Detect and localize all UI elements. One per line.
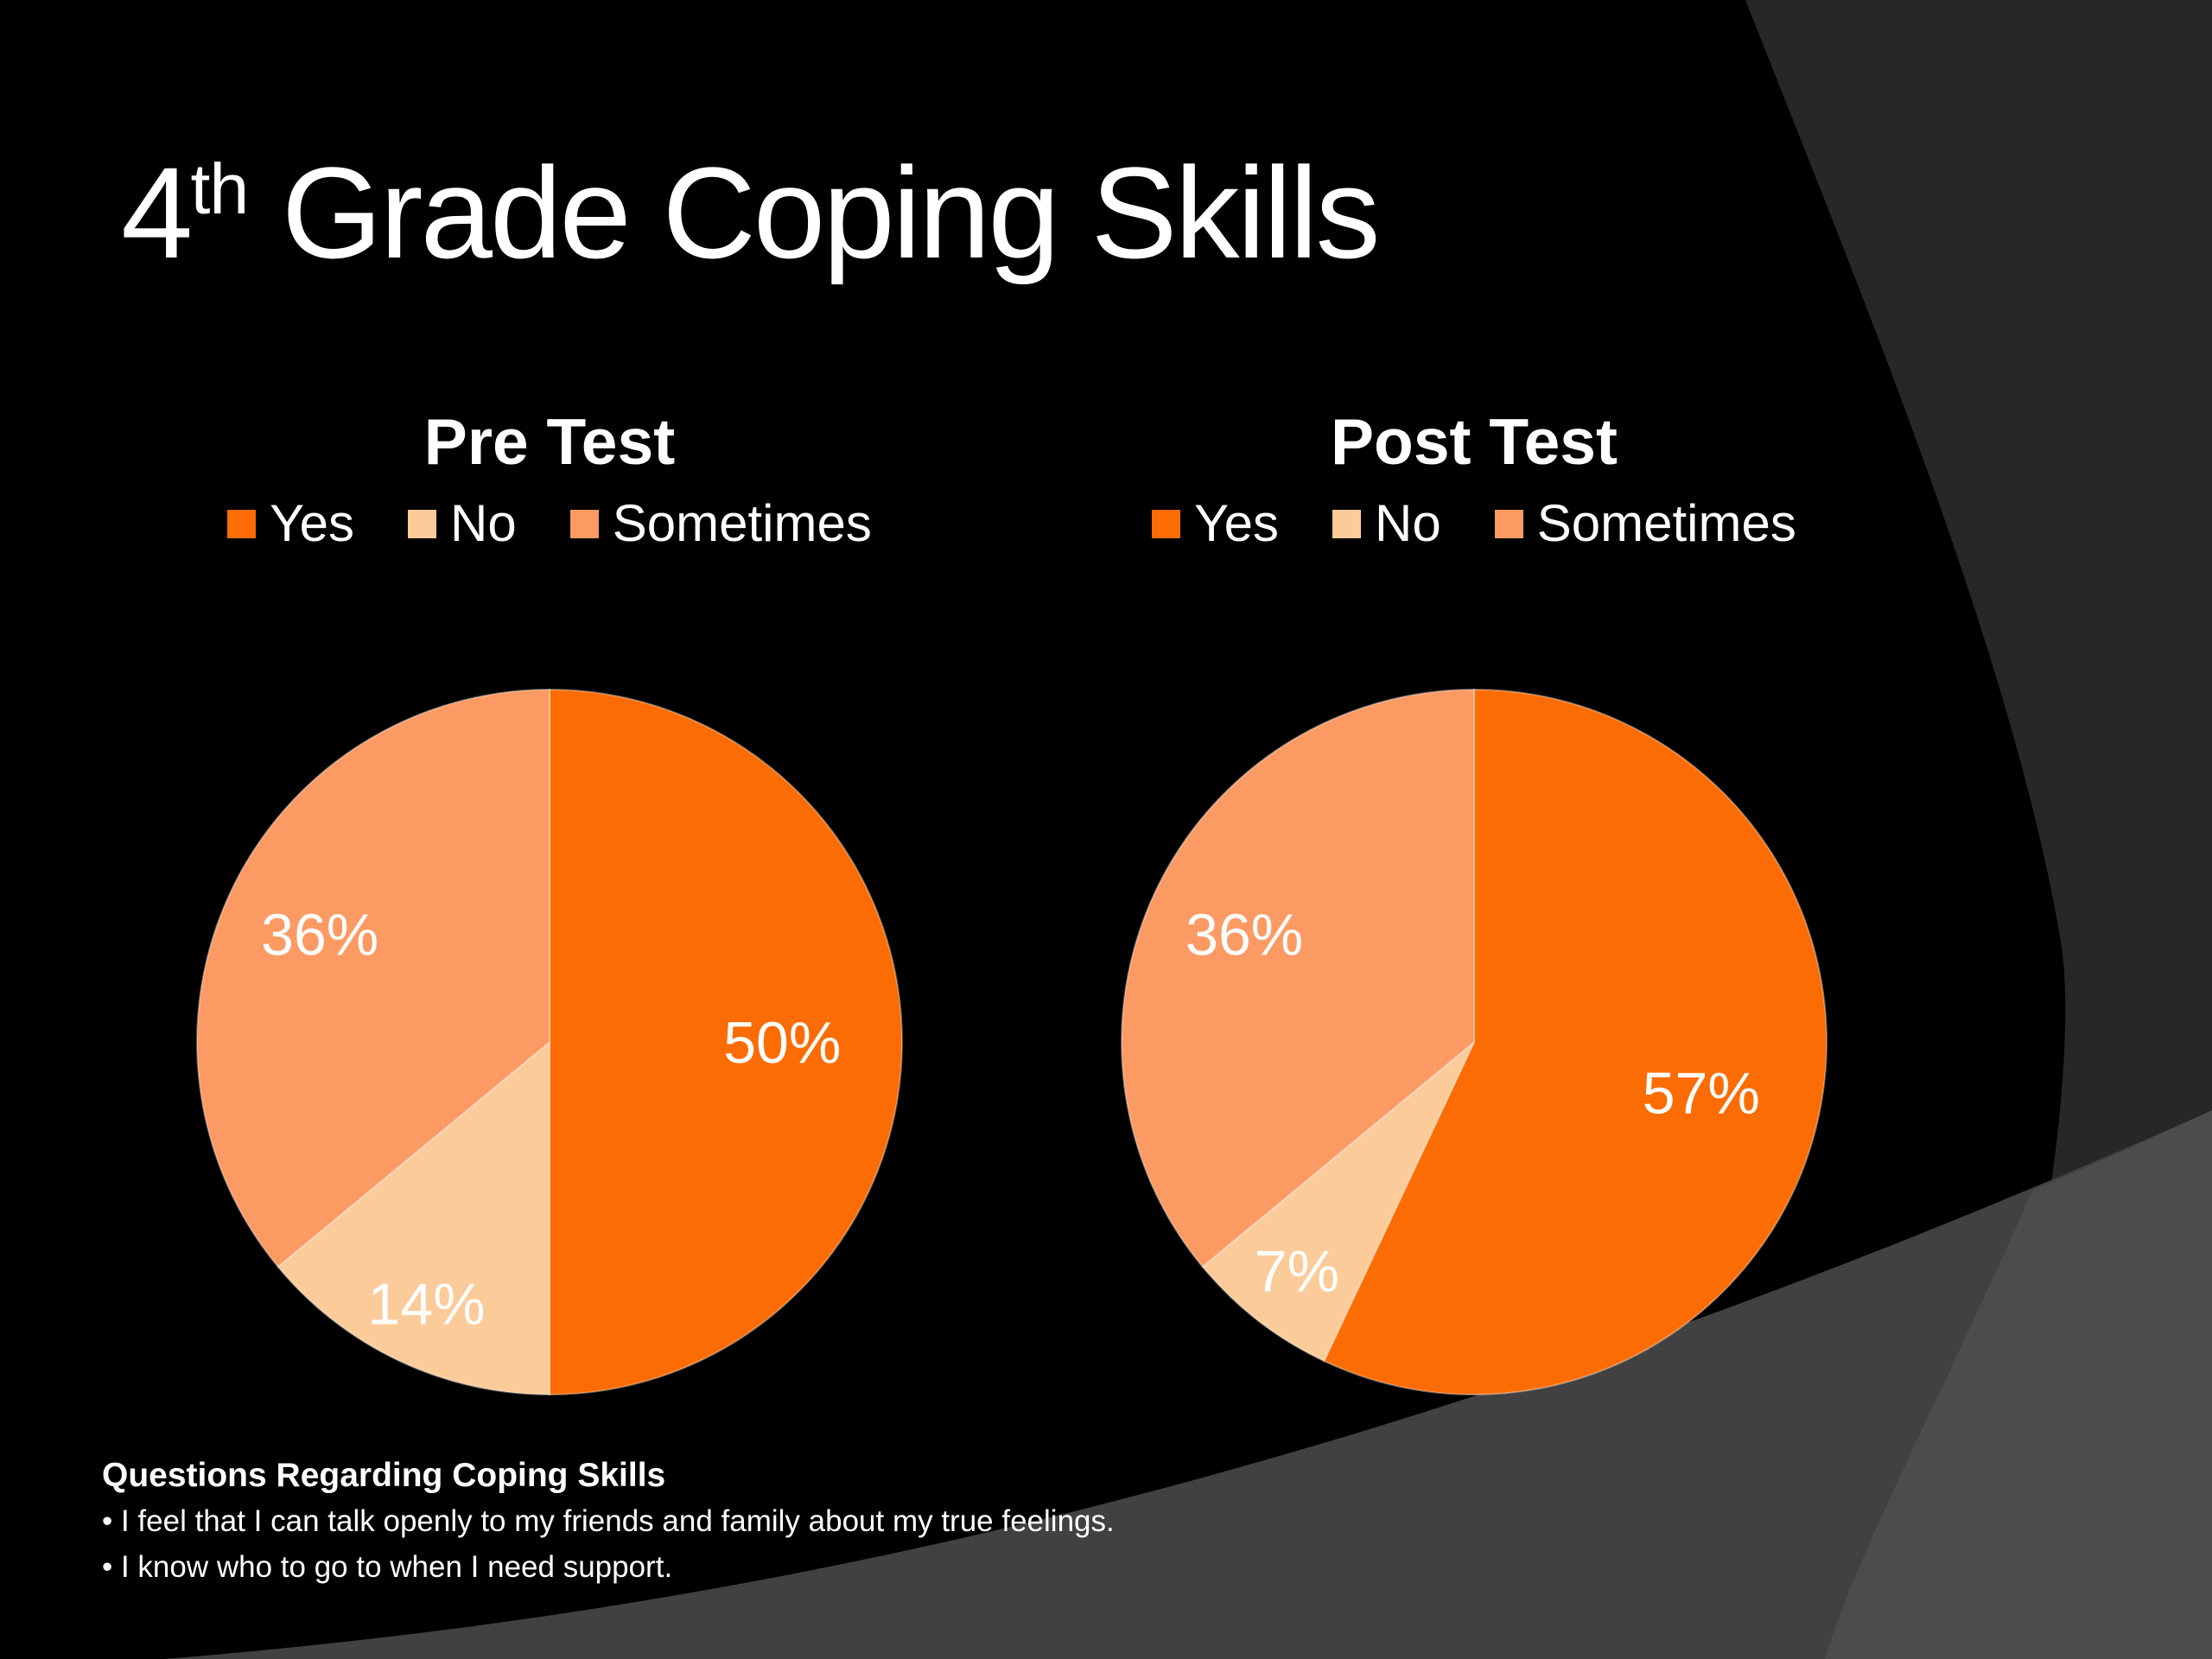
legend-swatch-sometimes — [569, 509, 599, 538]
footer-bullet-1: • I feel that I can talk openly to my fr… — [102, 1504, 1115, 1538]
legend-label: Sometimes — [612, 494, 872, 552]
legend-label: No — [1375, 494, 1441, 552]
pie-label-yes: 50% — [723, 1010, 841, 1076]
pie-label-no: 7% — [1255, 1238, 1339, 1304]
page-title: 4th Grade Coping Skills — [121, 144, 1381, 282]
title-rest: Grade Coping Skills — [248, 140, 1381, 285]
title-prefix: 4 — [121, 140, 193, 285]
legend-label: No — [450, 494, 517, 552]
pie-label-sometimes: 36% — [1185, 902, 1303, 968]
chart-title: Post Test — [1330, 405, 1618, 478]
chart-legend: Yes No Sometimes — [100, 498, 999, 550]
footer-bullet-2: • I know who to go to when I need suppor… — [102, 1550, 673, 1584]
pie-slice-yes — [549, 688, 903, 1396]
footer-heading: Questions Regarding Coping Skills — [102, 1457, 666, 1494]
title-superscript: th — [190, 149, 249, 229]
pie-slice-no — [1201, 1041, 1475, 1363]
legend-swatch-yes — [227, 509, 257, 538]
pie-slice-no — [276, 1039, 550, 1396]
legend-item-sometimes: Sometimes — [1494, 494, 1796, 552]
chart-title: Pre Test — [423, 405, 676, 478]
pre-test-chart: Pre Test Yes No Sometimes 50% 14% 36% — [100, 406, 999, 1426]
legend-item-sometimes: Sometimes — [569, 494, 872, 552]
legend-item-yes: Yes — [1152, 498, 1279, 550]
legend-item-no: No — [1332, 498, 1441, 550]
pie-slice-sometimes — [196, 688, 550, 1268]
legend-swatch-no — [408, 509, 437, 538]
pie-label-no: 14% — [368, 1272, 486, 1338]
legend-swatch-sometimes — [1494, 509, 1523, 538]
pie-label-sometimes: 36% — [261, 902, 378, 968]
pie-chart: 57% 7% 36% — [1121, 688, 1827, 1395]
legend-label: Yes — [270, 494, 355, 552]
bottom-band-highlight-shape — [1825, 1110, 2212, 1659]
chart-legend: Yes No Sometimes — [1025, 498, 1923, 550]
legend-item-no: No — [408, 498, 517, 550]
bottom-band-shape — [164, 1110, 2212, 1659]
post-test-chart: Post Test Yes No Sometimes 57% 7% 36% — [1025, 406, 1923, 1426]
legend-item-yes: Yes — [227, 498, 354, 550]
pie-chart: 50% 14% 36% — [196, 688, 903, 1396]
legend-swatch-yes — [1152, 509, 1181, 538]
pie-slice-yes — [1322, 688, 1827, 1395]
pie-slice-sometimes — [1121, 688, 1475, 1268]
legend-label: Sometimes — [1536, 494, 1796, 552]
pie-label-yes: 57% — [1643, 1061, 1760, 1127]
legend-label: Yes — [1194, 494, 1280, 552]
footer-notes: Questions Regarding Coping Skills • I fe… — [102, 1453, 1571, 1590]
legend-swatch-no — [1332, 509, 1362, 538]
